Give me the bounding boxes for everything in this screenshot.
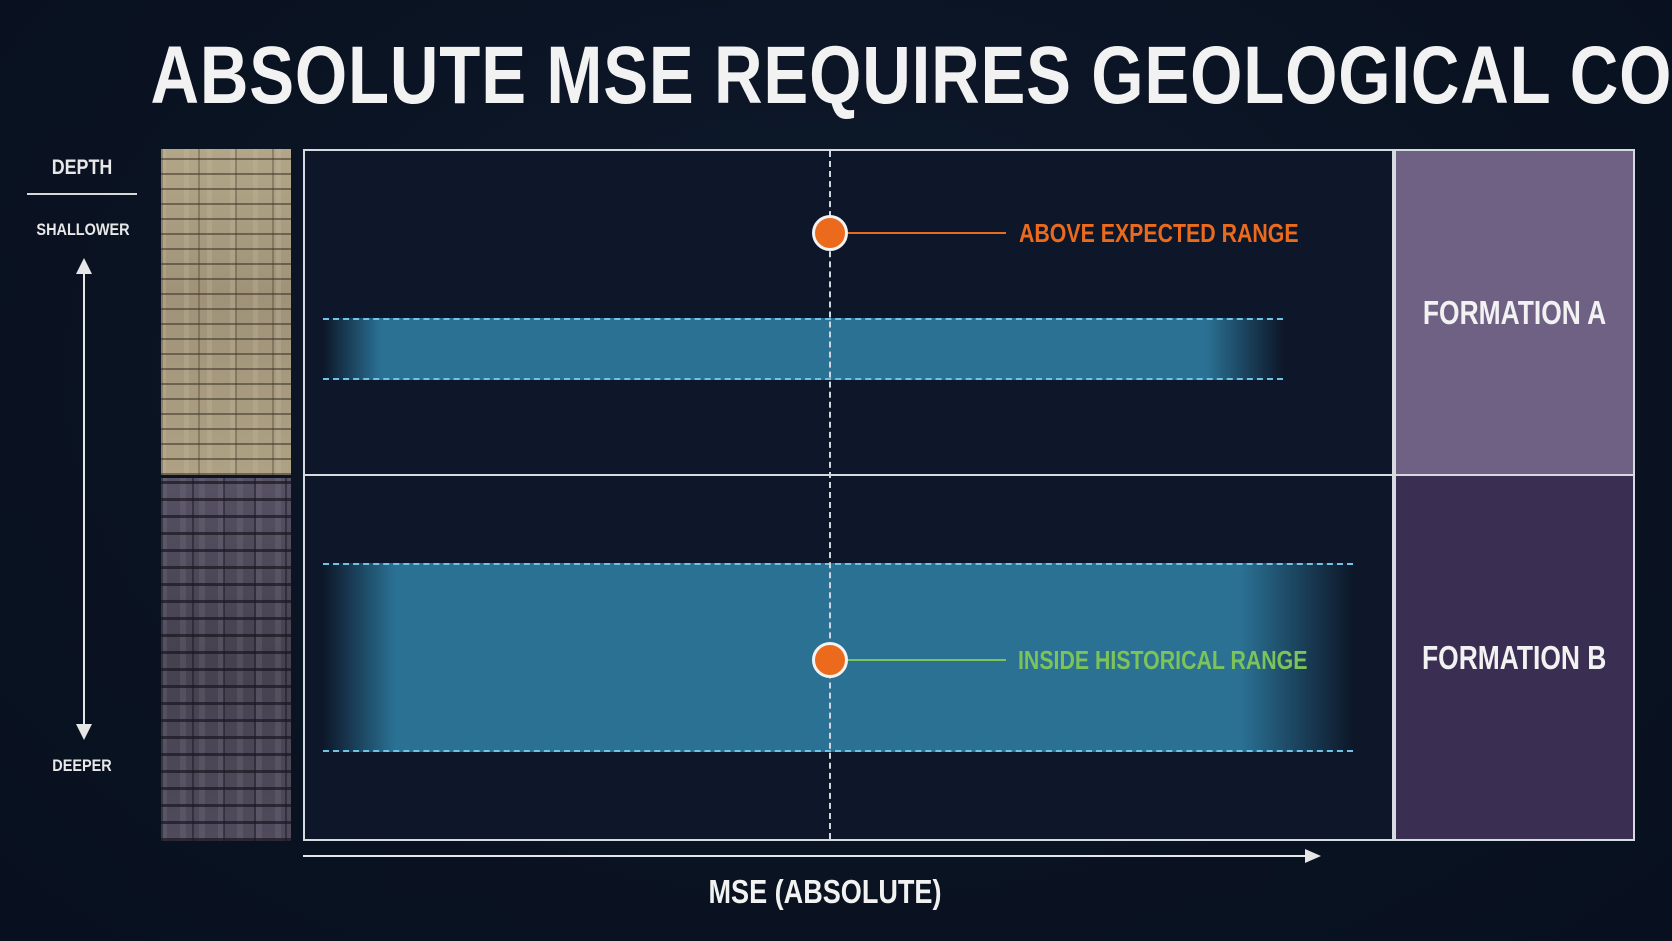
callout-above-expected-range: ABOVE EXPECTED RANGE [1019, 218, 1299, 248]
formation-a-label: FORMATION A [1422, 293, 1607, 331]
depth-double-arrow-icon [76, 258, 92, 740]
slide-title: ABSOLUTE MSE REQUIRES GEOLOGICAL CONTEXT… [150, 30, 1672, 121]
formation-b-rock-texture [161, 478, 291, 841]
x-axis-arrow-icon [303, 849, 1321, 863]
formation-a-rock-texture [161, 149, 291, 475]
formation-b-label: FORMATION B [1422, 638, 1607, 676]
callout-b-leader [848, 659, 1006, 661]
formation-b-mse-point [812, 642, 848, 678]
callout-a-leader [848, 232, 1006, 234]
depth-label-underline [27, 193, 137, 195]
formation-a-panel: FORMATION A [1394, 149, 1635, 476]
depth-axis-label: DEPTH [51, 156, 113, 179]
mse-reference-line [829, 151, 831, 839]
formation-b-panel: FORMATION B [1394, 474, 1635, 841]
formation-divider [303, 474, 1635, 476]
formation-a-expected-range-band [323, 318, 1283, 380]
depth-bottom-label: DEEPER [52, 756, 112, 775]
callout-inside-historical-range: INSIDE HISTORICAL RANGE [1018, 645, 1308, 675]
formation-a-mse-point [812, 215, 848, 251]
depth-top-label: SHALLOWER [36, 220, 130, 239]
x-axis-label: MSE (ABSOLUTE) [708, 873, 942, 910]
